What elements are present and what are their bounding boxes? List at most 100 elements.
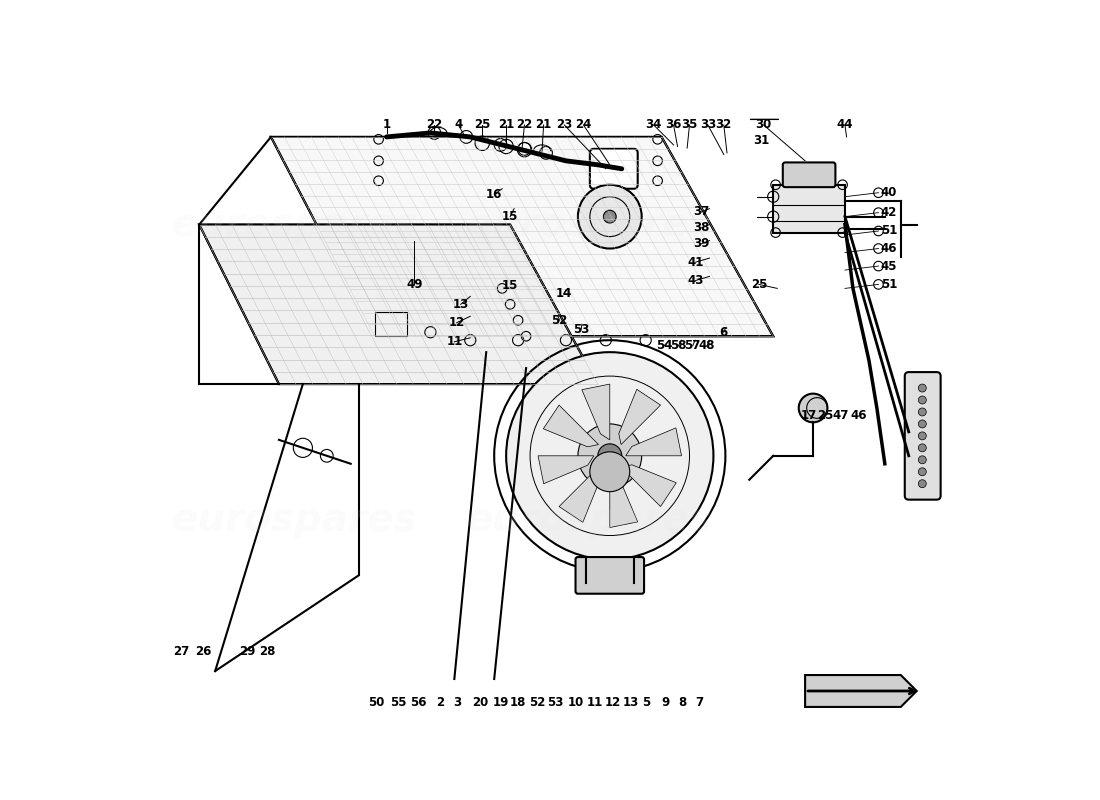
Circle shape [578,185,641,249]
Text: 15: 15 [502,210,518,223]
Text: 32: 32 [716,118,732,131]
Text: 39: 39 [693,238,710,250]
Circle shape [597,444,622,468]
Circle shape [506,352,714,559]
Text: 27: 27 [174,645,190,658]
Text: 1: 1 [383,118,390,131]
Text: eurospares: eurospares [468,206,713,244]
Circle shape [918,480,926,488]
Text: 41: 41 [688,255,704,269]
Circle shape [918,444,926,452]
Text: eurospares: eurospares [468,501,713,538]
FancyBboxPatch shape [905,372,940,500]
Text: 51: 51 [881,225,896,238]
Text: 55: 55 [390,697,407,710]
Text: 24: 24 [575,118,592,131]
Text: 22: 22 [427,118,442,131]
Text: 45: 45 [881,259,898,273]
Polygon shape [621,465,676,506]
Text: 13: 13 [623,697,639,710]
Text: 31: 31 [754,134,769,147]
FancyBboxPatch shape [590,149,638,189]
Polygon shape [773,185,845,233]
Text: 52: 52 [551,314,568,326]
Polygon shape [559,467,601,522]
Polygon shape [538,456,594,484]
Circle shape [918,468,926,476]
Text: 17: 17 [801,410,817,422]
Text: 37: 37 [693,206,710,218]
Text: 52: 52 [529,697,546,710]
Text: 10: 10 [569,697,584,710]
Polygon shape [543,405,598,447]
Circle shape [604,210,616,223]
Text: eurospares: eurospares [172,206,418,244]
Text: 57: 57 [684,339,701,352]
Text: 46: 46 [881,242,898,255]
Text: 53: 53 [548,697,564,710]
FancyBboxPatch shape [783,162,835,187]
Text: 30: 30 [756,118,772,131]
Text: 25: 25 [474,118,491,131]
Text: 3: 3 [453,697,462,710]
Text: 13: 13 [452,298,469,311]
Text: 19: 19 [493,697,509,710]
Circle shape [918,420,926,428]
Polygon shape [609,472,638,527]
Text: 36: 36 [666,118,682,131]
Text: 14: 14 [556,287,572,301]
Circle shape [918,408,926,416]
Polygon shape [271,137,773,336]
Text: 49: 49 [406,278,422,291]
Text: 15: 15 [502,279,518,293]
Text: 12: 12 [449,316,465,329]
Text: 26: 26 [195,645,211,658]
Text: 12: 12 [605,697,621,710]
Polygon shape [619,390,660,445]
Text: 9: 9 [661,697,670,710]
Text: 11: 11 [586,697,603,710]
Text: 44: 44 [837,118,854,131]
Text: 6: 6 [719,326,728,338]
Text: eurospares: eurospares [172,501,418,538]
Text: 51: 51 [881,278,896,291]
Text: 8: 8 [679,697,686,710]
Text: 4: 4 [454,118,462,131]
Text: 20: 20 [473,697,488,710]
Polygon shape [805,675,916,707]
Circle shape [799,394,827,422]
Text: 23: 23 [557,118,572,131]
Text: 18: 18 [510,697,526,710]
Text: 11: 11 [447,335,462,348]
Text: 58: 58 [670,339,686,352]
Text: 21: 21 [536,118,552,131]
Text: 35: 35 [681,118,697,131]
Text: 38: 38 [693,222,710,234]
Text: 40: 40 [881,186,896,199]
Text: 47: 47 [833,410,849,422]
Polygon shape [626,428,682,456]
Text: 43: 43 [688,274,704,287]
Text: 21: 21 [498,118,515,131]
Text: 33: 33 [700,118,716,131]
Text: 29: 29 [239,645,255,658]
Text: 28: 28 [258,645,275,658]
Text: 48: 48 [698,339,715,352]
Circle shape [918,384,926,392]
Circle shape [918,456,926,464]
Circle shape [578,424,641,488]
Circle shape [918,432,926,440]
Text: 50: 50 [368,697,384,710]
Polygon shape [582,384,609,440]
Text: 2: 2 [436,697,444,710]
Circle shape [590,452,629,492]
Text: 56: 56 [410,697,427,710]
Circle shape [918,396,926,404]
FancyBboxPatch shape [575,557,645,594]
Text: 34: 34 [646,118,662,131]
Text: 46: 46 [850,410,867,422]
Text: 25: 25 [750,278,767,291]
Text: 54: 54 [656,339,672,352]
Polygon shape [199,225,597,384]
Text: 22: 22 [516,118,532,131]
